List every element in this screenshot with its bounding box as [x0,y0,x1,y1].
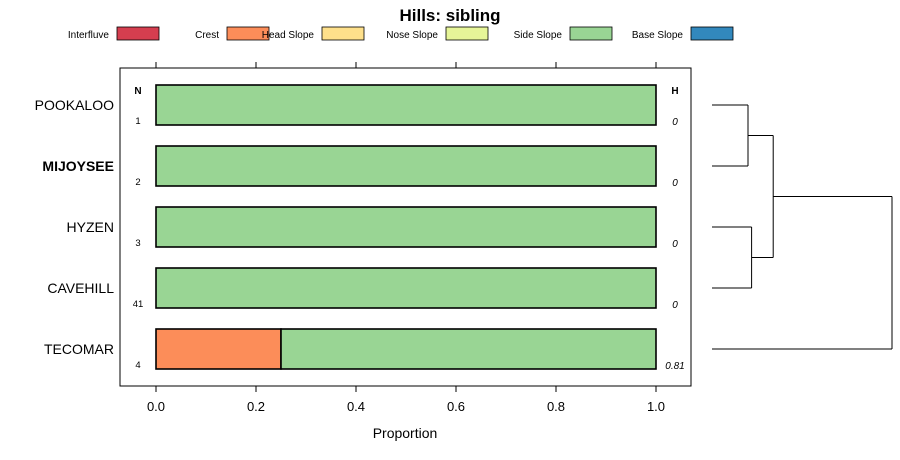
h-label: 0 [672,117,678,128]
x-tick-label: 0.8 [547,399,565,414]
row-label-pookaloo: POOKALOO [35,97,114,113]
h-label: 0 [672,239,678,250]
top-axis-ticks [155,62,657,68]
legend-swatch-nose-slope [445,26,489,41]
x-tick-label: 0.2 [247,399,265,414]
x-tick-label: 0.6 [447,399,465,414]
x-tick-label: 0.4 [347,399,365,414]
legend: Interfluve Crest Head Slope Nose Slope Side … [68,26,734,41]
legend-swatch-interfluve [116,26,160,41]
x-axis-title: Proportion [373,425,438,441]
plot-frame [119,67,692,387]
legend-swatch-base-slope [690,26,734,41]
legend-swatch-head-slope [321,26,365,41]
row-label-hyzen: HYZEN [67,219,114,235]
bars [155,84,657,370]
bar-cavehill-side-slope [155,267,657,309]
legend-label-nose-slope: Nose Slope [386,30,438,41]
x-tick-label: 1.0 [647,399,665,414]
n-label: 1 [135,116,140,127]
legend-label-side-slope: Side Slope [514,30,563,41]
h-header: H [671,86,678,97]
bar-mijoysee-side-slope [155,145,657,187]
h-label: 0 [672,300,678,311]
legend-swatch-crest [226,26,270,41]
n-label: 2 [135,177,140,188]
bar-pookaloo-side-slope [155,84,657,126]
row-labels: POOKALOO MIJOYSEE HYZEN CAVEHILL TECOMAR [35,97,115,357]
row-label-tecomar: TECOMAR [44,341,114,357]
n-label: 3 [135,238,140,249]
legend-label-interfluve: Interfluve [68,30,110,41]
h-labels: 0 0 0 0 0.81 [665,117,684,372]
x-axis: 0.0 0.2 0.4 0.6 0.8 1.0 [147,386,665,414]
chart-title: Hills: sibling [399,6,500,25]
bar-tecomar-side-slope [280,328,657,370]
n-label: 41 [133,299,144,310]
n-header: N [134,86,141,97]
legend-label-head-slope: Head Slope [262,30,315,41]
h-label: 0.81 [665,361,684,372]
legend-swatch-side-slope [569,26,613,41]
bar-hyzen-side-slope [155,206,657,248]
legend-label-crest: Crest [195,30,219,41]
n-labels: 1 2 3 41 4 [133,116,144,371]
legend-label-base-slope: Base Slope [632,30,684,41]
row-label-mijoysee: MIJOYSEE [42,158,114,174]
bar-tecomar-crest [155,328,282,370]
x-tick-label: 0.0 [147,399,165,414]
n-label: 4 [135,360,140,371]
dendrogram [712,104,893,350]
row-label-cavehill: CAVEHILL [47,280,114,296]
h-label: 0 [672,178,678,189]
